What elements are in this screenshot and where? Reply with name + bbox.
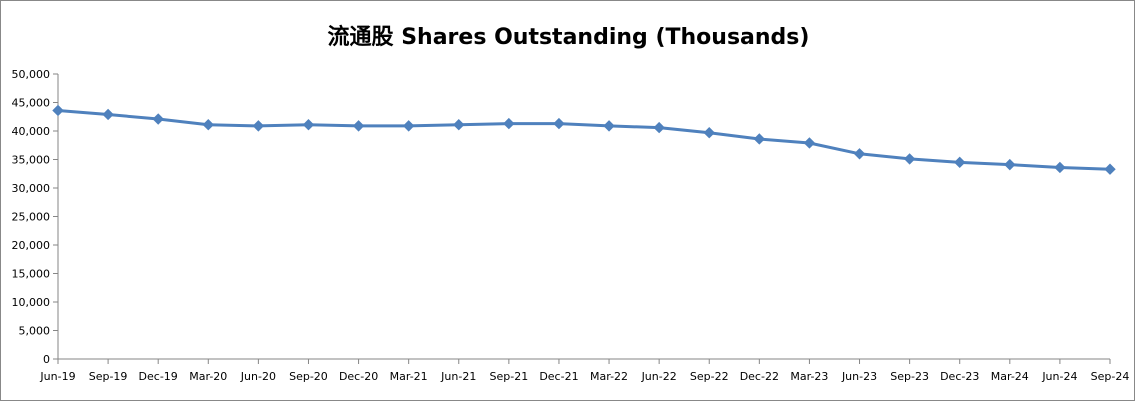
y-tick-label: 20,000: [12, 239, 51, 252]
x-tick-label: Jun-23: [841, 370, 877, 383]
series-line: [56, 109, 1112, 171]
data-point-marker: [102, 108, 114, 121]
data-point-marker: [753, 133, 766, 145]
x-tick-label: Sep-22: [690, 370, 729, 383]
x-tick-label: Dec-19: [139, 370, 178, 383]
y-tick-label: 30,000: [12, 182, 51, 195]
y-tick-label: 50,000: [12, 68, 51, 81]
data-point-marker: [603, 120, 615, 132]
x-tick-label: Dec-21: [539, 370, 578, 383]
data-point-marker: [1004, 158, 1016, 171]
x-tick-label: Sep-20: [289, 370, 328, 383]
x-tick-label: Jun-20: [240, 370, 276, 383]
data-point-marker: [352, 120, 365, 132]
y-tick-label: 5,000: [19, 325, 51, 338]
data-point-marker: [202, 119, 214, 131]
y-tick-label: 10,000: [12, 296, 51, 309]
x-tick-label: Sep-21: [490, 370, 529, 383]
x-tick-label: Mar-23: [790, 370, 828, 383]
data-point-marker: [252, 120, 265, 132]
y-tick-label: 45,000: [12, 97, 51, 110]
data-point-marker: [954, 156, 966, 169]
x-tick-label: Mar-21: [390, 370, 428, 383]
x-tick-label: Dec-20: [339, 370, 378, 383]
data-point-marker: [1054, 161, 1066, 174]
chart-title: 流通股 Shares Outstanding (Thousands): [327, 25, 810, 50]
data-point-marker: [52, 104, 64, 117]
x-tick-label: Jun-19: [39, 370, 75, 383]
data-point-marker: [803, 137, 816, 149]
data-point-marker: [152, 113, 164, 125]
data-point-marker: [302, 119, 315, 131]
data-point-marker: [853, 148, 866, 160]
y-tick-label: 40,000: [12, 125, 51, 138]
x-tick-label: Dec-22: [740, 370, 779, 383]
data-point-marker: [453, 119, 465, 131]
x-tick-label: Mar-20: [189, 370, 227, 383]
data-point-marker: [402, 120, 415, 132]
data-point-marker: [903, 153, 916, 165]
y-tick-label: 15,000: [12, 268, 51, 281]
data-point-marker: [653, 121, 665, 134]
x-tick-label: Dec-23: [940, 370, 979, 383]
x-tick-label: Jun-21: [440, 370, 476, 383]
x-tick-label: Mar-24: [991, 370, 1029, 383]
x-tick-label: Sep-19: [89, 370, 128, 383]
data-point-marker: [553, 117, 565, 130]
x-tick-label: Sep-24: [1091, 370, 1130, 383]
y-tick-label: 35,000: [12, 154, 51, 167]
data-point-marker: [1104, 163, 1116, 175]
x-tick-label: Jun-22: [641, 370, 677, 383]
data-point-marker: [703, 127, 715, 139]
x-tick-label: Sep-23: [890, 370, 929, 383]
data-point-marker: [503, 117, 515, 130]
y-tick-label: 0: [43, 353, 50, 366]
y-tick-label: 25,000: [12, 211, 51, 224]
x-tick-label: Jun-24: [1041, 370, 1077, 383]
x-tick-label: Mar-22: [590, 370, 628, 383]
